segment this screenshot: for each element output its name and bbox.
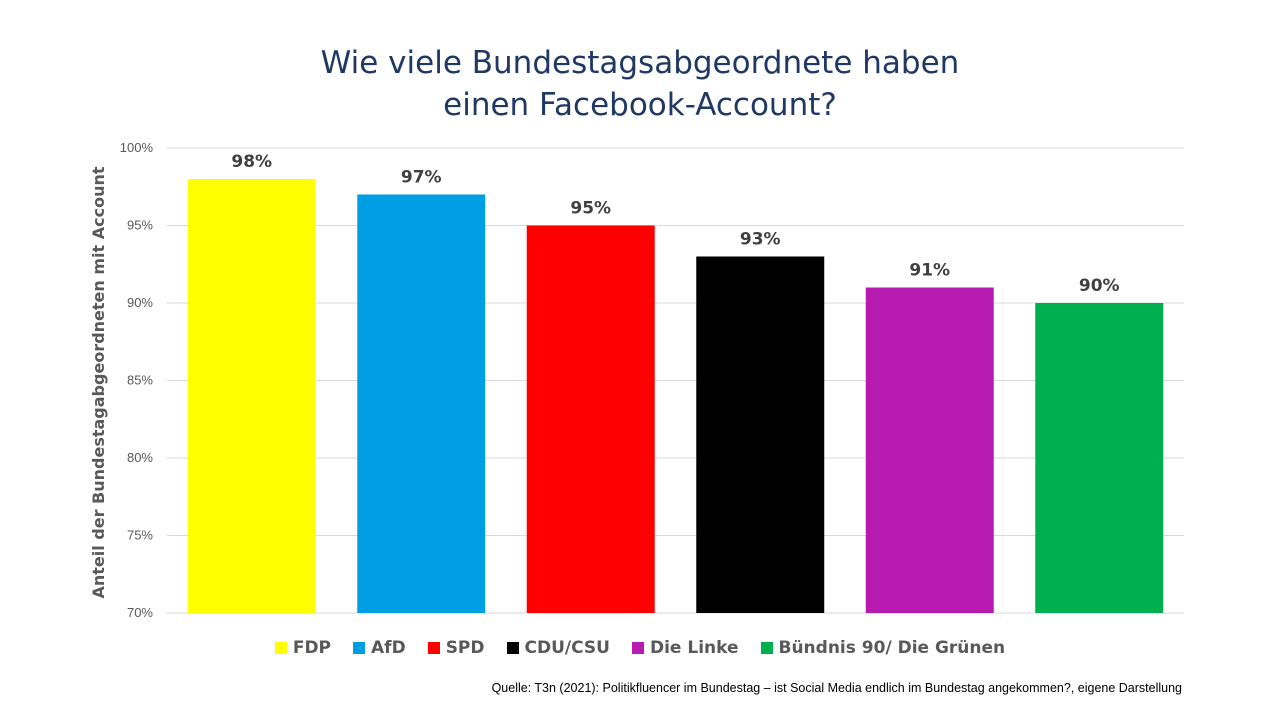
- data-label: 93%: [740, 230, 781, 250]
- data-label: 91%: [909, 261, 950, 281]
- legend-item: Bündnis 90/ Die Grünen: [760, 638, 1006, 658]
- legend-swatch: [631, 642, 644, 654]
- legend: FDP AfD SPD CDU/CSU Die Linke Bündnis 90/ Die…: [0, 638, 1280, 658]
- data-label: 90%: [1079, 276, 1120, 296]
- bar-afd: [357, 194, 486, 613]
- y-tick-label: 85%: [127, 373, 153, 388]
- y-tick-label: 80%: [127, 450, 153, 465]
- legend-swatch: [353, 642, 366, 654]
- data-label: 97%: [401, 168, 442, 188]
- legend-item: AfD: [353, 638, 406, 658]
- y-tick-label: 95%: [127, 218, 153, 233]
- bar-cdu-csu: [696, 256, 825, 613]
- legend-label: CDU/CSU: [524, 638, 610, 658]
- legend-label: AfD: [371, 638, 406, 658]
- legend-item: SPD: [427, 638, 485, 658]
- data-label: 98%: [231, 152, 272, 172]
- data-label: 95%: [570, 199, 611, 219]
- y-tick-label: 90%: [127, 295, 153, 310]
- legend-swatch: [427, 642, 440, 654]
- bar-fdp: [187, 179, 316, 613]
- legend-item: Die Linke: [631, 638, 739, 658]
- legend-label: Die Linke: [649, 638, 739, 658]
- legend-swatch: [274, 642, 287, 654]
- legend-item: CDU/CSU: [506, 638, 610, 658]
- bar-die-linke: [865, 287, 994, 613]
- y-tick-label: 100%: [120, 140, 154, 155]
- legend-swatch: [506, 642, 519, 654]
- bar-spd: [526, 225, 655, 613]
- chart-title-line-2: einen Facebook-Account?: [443, 87, 837, 123]
- legend-label: FDP: [292, 638, 332, 658]
- bar-b-ndnis-90-die-gr-nen: [1035, 303, 1164, 613]
- chart-title: Wie viele Bundestagsabgeordnete haben ei…: [0, 42, 1280, 126]
- legend-label: Bündnis 90/ Die Grünen: [778, 638, 1006, 658]
- chart-title-line-1: Wie viele Bundestagsabgeordnete haben: [320, 45, 960, 81]
- legend-label: SPD: [445, 638, 485, 658]
- legend-item: FDP: [274, 638, 332, 658]
- y-tick-label: 75%: [127, 528, 153, 543]
- legend-swatch: [760, 642, 773, 654]
- source-note: Quelle: T3n (2021): Politikfluencer im B…: [491, 681, 1182, 695]
- y-tick-label: 70%: [127, 605, 153, 620]
- y-axis-label: Anteil der Bundestagabgeordneten mit Acc…: [89, 166, 108, 598]
